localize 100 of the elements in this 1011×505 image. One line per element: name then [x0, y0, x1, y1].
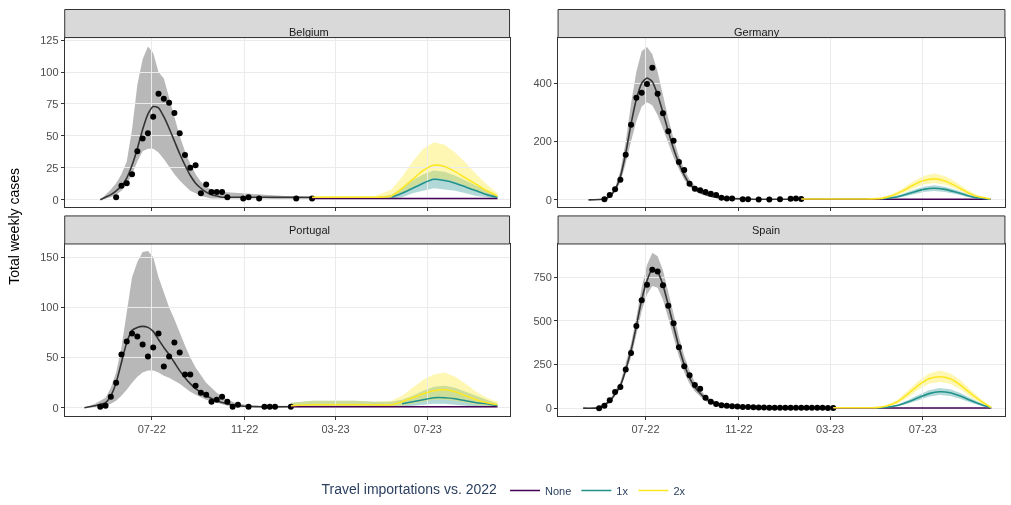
point: [824, 404, 831, 411]
point: [601, 196, 608, 203]
point: [739, 196, 746, 203]
point: [208, 189, 215, 196]
point: [139, 341, 146, 348]
point: [219, 189, 226, 196]
point: [601, 402, 608, 409]
point: [155, 90, 162, 97]
point: [197, 389, 204, 396]
point: [776, 404, 783, 411]
point: [675, 158, 682, 165]
point: [643, 80, 650, 87]
y-tick-label: 100: [40, 65, 59, 78]
y-tick-label: 50: [46, 129, 59, 142]
point: [819, 404, 826, 411]
point: [617, 176, 624, 183]
point: [739, 403, 746, 410]
point: [649, 266, 656, 273]
point: [761, 404, 768, 411]
point: [144, 353, 151, 360]
x-tick-label: 07-22: [137, 423, 166, 436]
point: [261, 403, 268, 410]
point: [240, 195, 247, 202]
point: [729, 403, 736, 410]
point: [245, 403, 252, 410]
point: [633, 94, 640, 101]
x-tick-label: 03-23: [816, 423, 845, 436]
point: [617, 384, 624, 391]
y-tick-label: 0: [545, 401, 552, 414]
point: [697, 187, 704, 194]
point: [622, 366, 629, 373]
point: [97, 403, 104, 410]
y-tick-label: 750: [533, 271, 552, 284]
point: [686, 372, 693, 379]
point: [792, 404, 799, 411]
point: [160, 95, 167, 102]
point: [606, 191, 613, 198]
y-tick-label: 0: [52, 401, 59, 414]
point: [182, 152, 188, 159]
x-tick-label: 11-22: [231, 423, 259, 436]
point: [713, 401, 720, 408]
point: [771, 404, 778, 411]
point: [792, 195, 799, 202]
point: [208, 398, 215, 405]
point: [150, 344, 157, 351]
point: [612, 186, 619, 193]
point: [659, 110, 666, 117]
y-axis-title: Total weekly cases: [6, 168, 23, 285]
point: [702, 394, 709, 401]
point: [808, 404, 815, 411]
x-tick-label: 03-23: [321, 423, 350, 436]
x-tick-label: 11-22: [725, 423, 753, 436]
point: [102, 402, 109, 409]
point: [213, 396, 220, 403]
point: [766, 404, 773, 411]
y-tick-label: 250: [533, 358, 552, 371]
point: [729, 195, 736, 202]
point: [187, 371, 194, 378]
point: [745, 404, 752, 411]
point: [686, 180, 693, 187]
point: [782, 404, 789, 411]
point: [113, 379, 120, 386]
line-series: [99, 105, 313, 201]
y-tick-label: 50: [46, 351, 59, 364]
point: [187, 164, 194, 171]
point: [144, 130, 151, 137]
point: [638, 297, 645, 304]
y-tick-label: 400: [533, 77, 552, 90]
line-series: [800, 178, 992, 200]
point: [203, 391, 210, 398]
point: [123, 338, 130, 345]
x-tick-label: 07-23: [413, 423, 442, 436]
point: [118, 351, 125, 358]
y-tick-label: 100: [40, 301, 59, 314]
point: [665, 128, 672, 135]
point: [245, 194, 252, 201]
point: [766, 196, 773, 203]
point: [723, 195, 730, 202]
point: [750, 404, 757, 411]
legend-label: 1x: [616, 484, 629, 497]
point: [798, 404, 805, 411]
point: [266, 403, 273, 410]
point: [675, 344, 682, 351]
point: [628, 349, 635, 356]
line-series: [401, 396, 499, 407]
point: [713, 191, 720, 198]
point: [755, 404, 762, 411]
chart-title: Portugal: [289, 224, 330, 236]
point: [707, 190, 714, 197]
y-tick-label: 25: [46, 161, 59, 174]
point: [654, 90, 661, 97]
point: [129, 171, 136, 178]
point: [787, 195, 794, 202]
point: [176, 349, 183, 356]
point: [197, 190, 204, 197]
point: [723, 402, 730, 409]
point: [166, 99, 173, 106]
point: [654, 268, 661, 275]
point: [134, 333, 141, 340]
point: [787, 404, 794, 411]
